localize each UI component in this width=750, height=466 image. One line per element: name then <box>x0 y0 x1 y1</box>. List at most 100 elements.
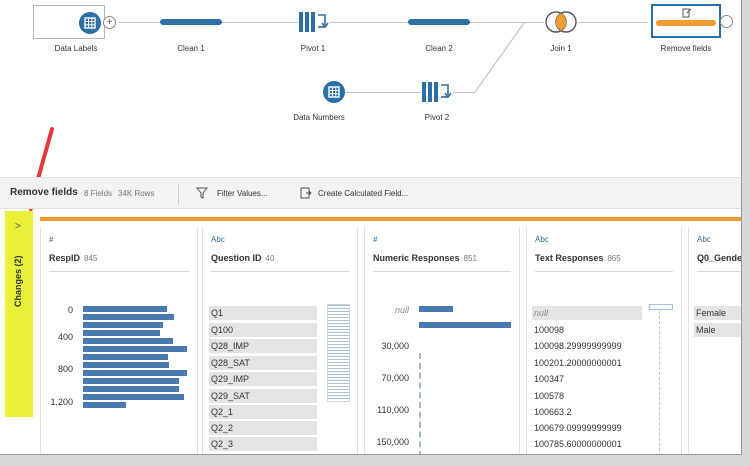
scroll-track <box>659 311 660 454</box>
null-label: null <box>394 305 409 315</box>
axis-label: 400 <box>57 332 73 342</box>
data-labels-label: Data Labels <box>54 44 98 53</box>
value-row[interactable]: 100098 <box>534 325 565 335</box>
pivot-icon <box>422 82 452 102</box>
join-connector <box>474 22 525 93</box>
row-count: 34K Rows <box>118 189 155 198</box>
axis-label: 1,200 <box>50 397 73 407</box>
join-icon <box>545 11 577 33</box>
value-row[interactable]: Q2_1 <box>209 405 317 419</box>
add-step-right-icon[interactable] <box>720 15 733 28</box>
field-name: Numeric Responses 851 <box>373 253 477 263</box>
string-type-icon: Abc <box>697 235 711 244</box>
value-row[interactable]: 100578 <box>534 391 565 401</box>
field-name: Q0_Gender <box>697 253 742 263</box>
value-row[interactable]: Male <box>694 323 741 337</box>
field-name: RespID 845 <box>49 253 98 263</box>
profile-card-respid[interactable]: # RespID 845 0 400 800 1,200 <box>40 227 198 454</box>
histogram-bar <box>83 370 187 376</box>
histogram-baseline <box>419 353 421 454</box>
data-labels-node[interactable] <box>33 5 105 39</box>
axis-label: 70,000 <box>381 373 409 383</box>
profile-card-q0-gender[interactable]: Abc Q0_Gender Female Male <box>688 227 742 454</box>
add-step-icon[interactable]: + <box>103 16 116 29</box>
value-row[interactable]: 100663.2 <box>534 407 572 417</box>
field-name: Text Responses 865 <box>535 253 621 263</box>
value-row[interactable]: Q2_2 <box>209 421 317 435</box>
scroll-overview[interactable] <box>327 304 350 402</box>
axis-label: 110,000 <box>377 405 409 415</box>
profile-toolbar: Remove fields 8 Fields 34K Rows Filter V… <box>0 177 741 209</box>
profile-card-numeric-responses[interactable]: # Numeric Responses 851 null 30,000 70,00… <box>364 227 520 454</box>
axis-label: 150,000 <box>376 437 409 447</box>
value-row[interactable]: Q2_3 <box>209 437 317 451</box>
field-count: 8 Fields <box>84 189 113 198</box>
axis-label: 30,000 <box>381 341 409 351</box>
filter-values-button[interactable]: Filter Values... <box>217 189 268 198</box>
join1-label: Join 1 <box>550 44 572 53</box>
histogram-bar <box>83 386 179 392</box>
value-row[interactable]: 100098.29999999999 <box>534 341 622 351</box>
null-bar[interactable] <box>419 306 453 312</box>
clean1-node[interactable] <box>160 19 222 25</box>
histogram-bar <box>83 330 160 336</box>
clean1-label: Clean 1 <box>177 44 205 53</box>
remove-fields-label: Remove fields <box>660 44 712 53</box>
histogram-bar[interactable] <box>419 322 511 328</box>
remove-fields-bar <box>656 20 716 26</box>
connector <box>345 92 475 93</box>
remove-fields-node[interactable] <box>651 4 721 38</box>
join1-node[interactable] <box>544 10 578 34</box>
histogram-bar <box>83 346 187 352</box>
profile-card-question-id[interactable]: Abc Question ID 40 Q1 Q100 Q28_IMP Q28_SA… <box>202 227 358 454</box>
profile-card-text-responses[interactable]: Abc Text Responses 865 null 100098 100098… <box>526 227 682 454</box>
value-row[interactable]: Female <box>694 306 741 320</box>
create-calculated-field-button[interactable]: Create Calculated Field... <box>318 189 409 198</box>
scroll-overview[interactable] <box>649 304 673 310</box>
pivot2-node[interactable] <box>421 81 453 103</box>
data-numbers-label: Data Numbers <box>293 113 345 122</box>
histogram-bar <box>83 306 167 312</box>
changes-label: Changes (2) <box>13 255 23 307</box>
table-icon <box>79 12 101 34</box>
selection-indicator <box>40 217 741 221</box>
value-row[interactable]: Q28_SAT <box>209 356 317 370</box>
value-row[interactable]: Q29_IMP <box>209 372 317 386</box>
connector <box>118 22 648 23</box>
histogram-bar <box>83 362 169 368</box>
histogram-bar <box>83 354 168 360</box>
histogram-bar <box>83 322 163 328</box>
value-row[interactable]: null <box>532 306 642 320</box>
number-type-icon: # <box>49 235 54 244</box>
value-row[interactable]: 100679.09999999999 <box>534 423 622 433</box>
field-name: Question ID 40 <box>211 253 275 263</box>
pivot1-node[interactable] <box>298 11 330 33</box>
flow-canvas[interactable]: + Data Labels Clean 1 Pivot 1 Clean 2 <box>0 0 741 213</box>
toolbar-divider <box>178 183 179 205</box>
data-numbers-node[interactable] <box>323 81 345 103</box>
pivot-icon <box>299 12 329 32</box>
histogram-bar <box>83 394 184 400</box>
pivot1-label: Pivot 1 <box>300 44 326 53</box>
chevron-right-icon: > <box>15 221 21 232</box>
axis-label: 800 <box>57 364 73 374</box>
histogram-bar <box>83 378 179 384</box>
clean2-node[interactable] <box>408 19 470 25</box>
step-name: Remove fields <box>10 187 78 198</box>
value-row[interactable]: 100785.60000000001 <box>534 439 622 449</box>
value-row[interactable]: 100347 <box>534 374 565 384</box>
value-row[interactable]: 100201.20000000001 <box>534 358 622 368</box>
string-type-icon: Abc <box>535 235 549 244</box>
value-row[interactable]: Q29_SAT <box>209 389 317 403</box>
changes-panel-toggle[interactable]: > Changes (2) <box>5 211 33 417</box>
histogram-bar <box>83 314 174 320</box>
value-row[interactable]: Q28_IMP <box>209 339 317 353</box>
axis-label: 0 <box>67 305 73 315</box>
histogram-bar <box>83 402 126 408</box>
number-type-icon: # <box>373 235 378 244</box>
value-row[interactable]: Q1 <box>209 306 317 320</box>
value-row[interactable]: Q100 <box>209 323 317 337</box>
table-icon <box>328 86 340 98</box>
clean2-label: Clean 2 <box>425 44 453 53</box>
app-window: + Data Labels Clean 1 Pivot 1 Clean 2 <box>0 0 742 455</box>
